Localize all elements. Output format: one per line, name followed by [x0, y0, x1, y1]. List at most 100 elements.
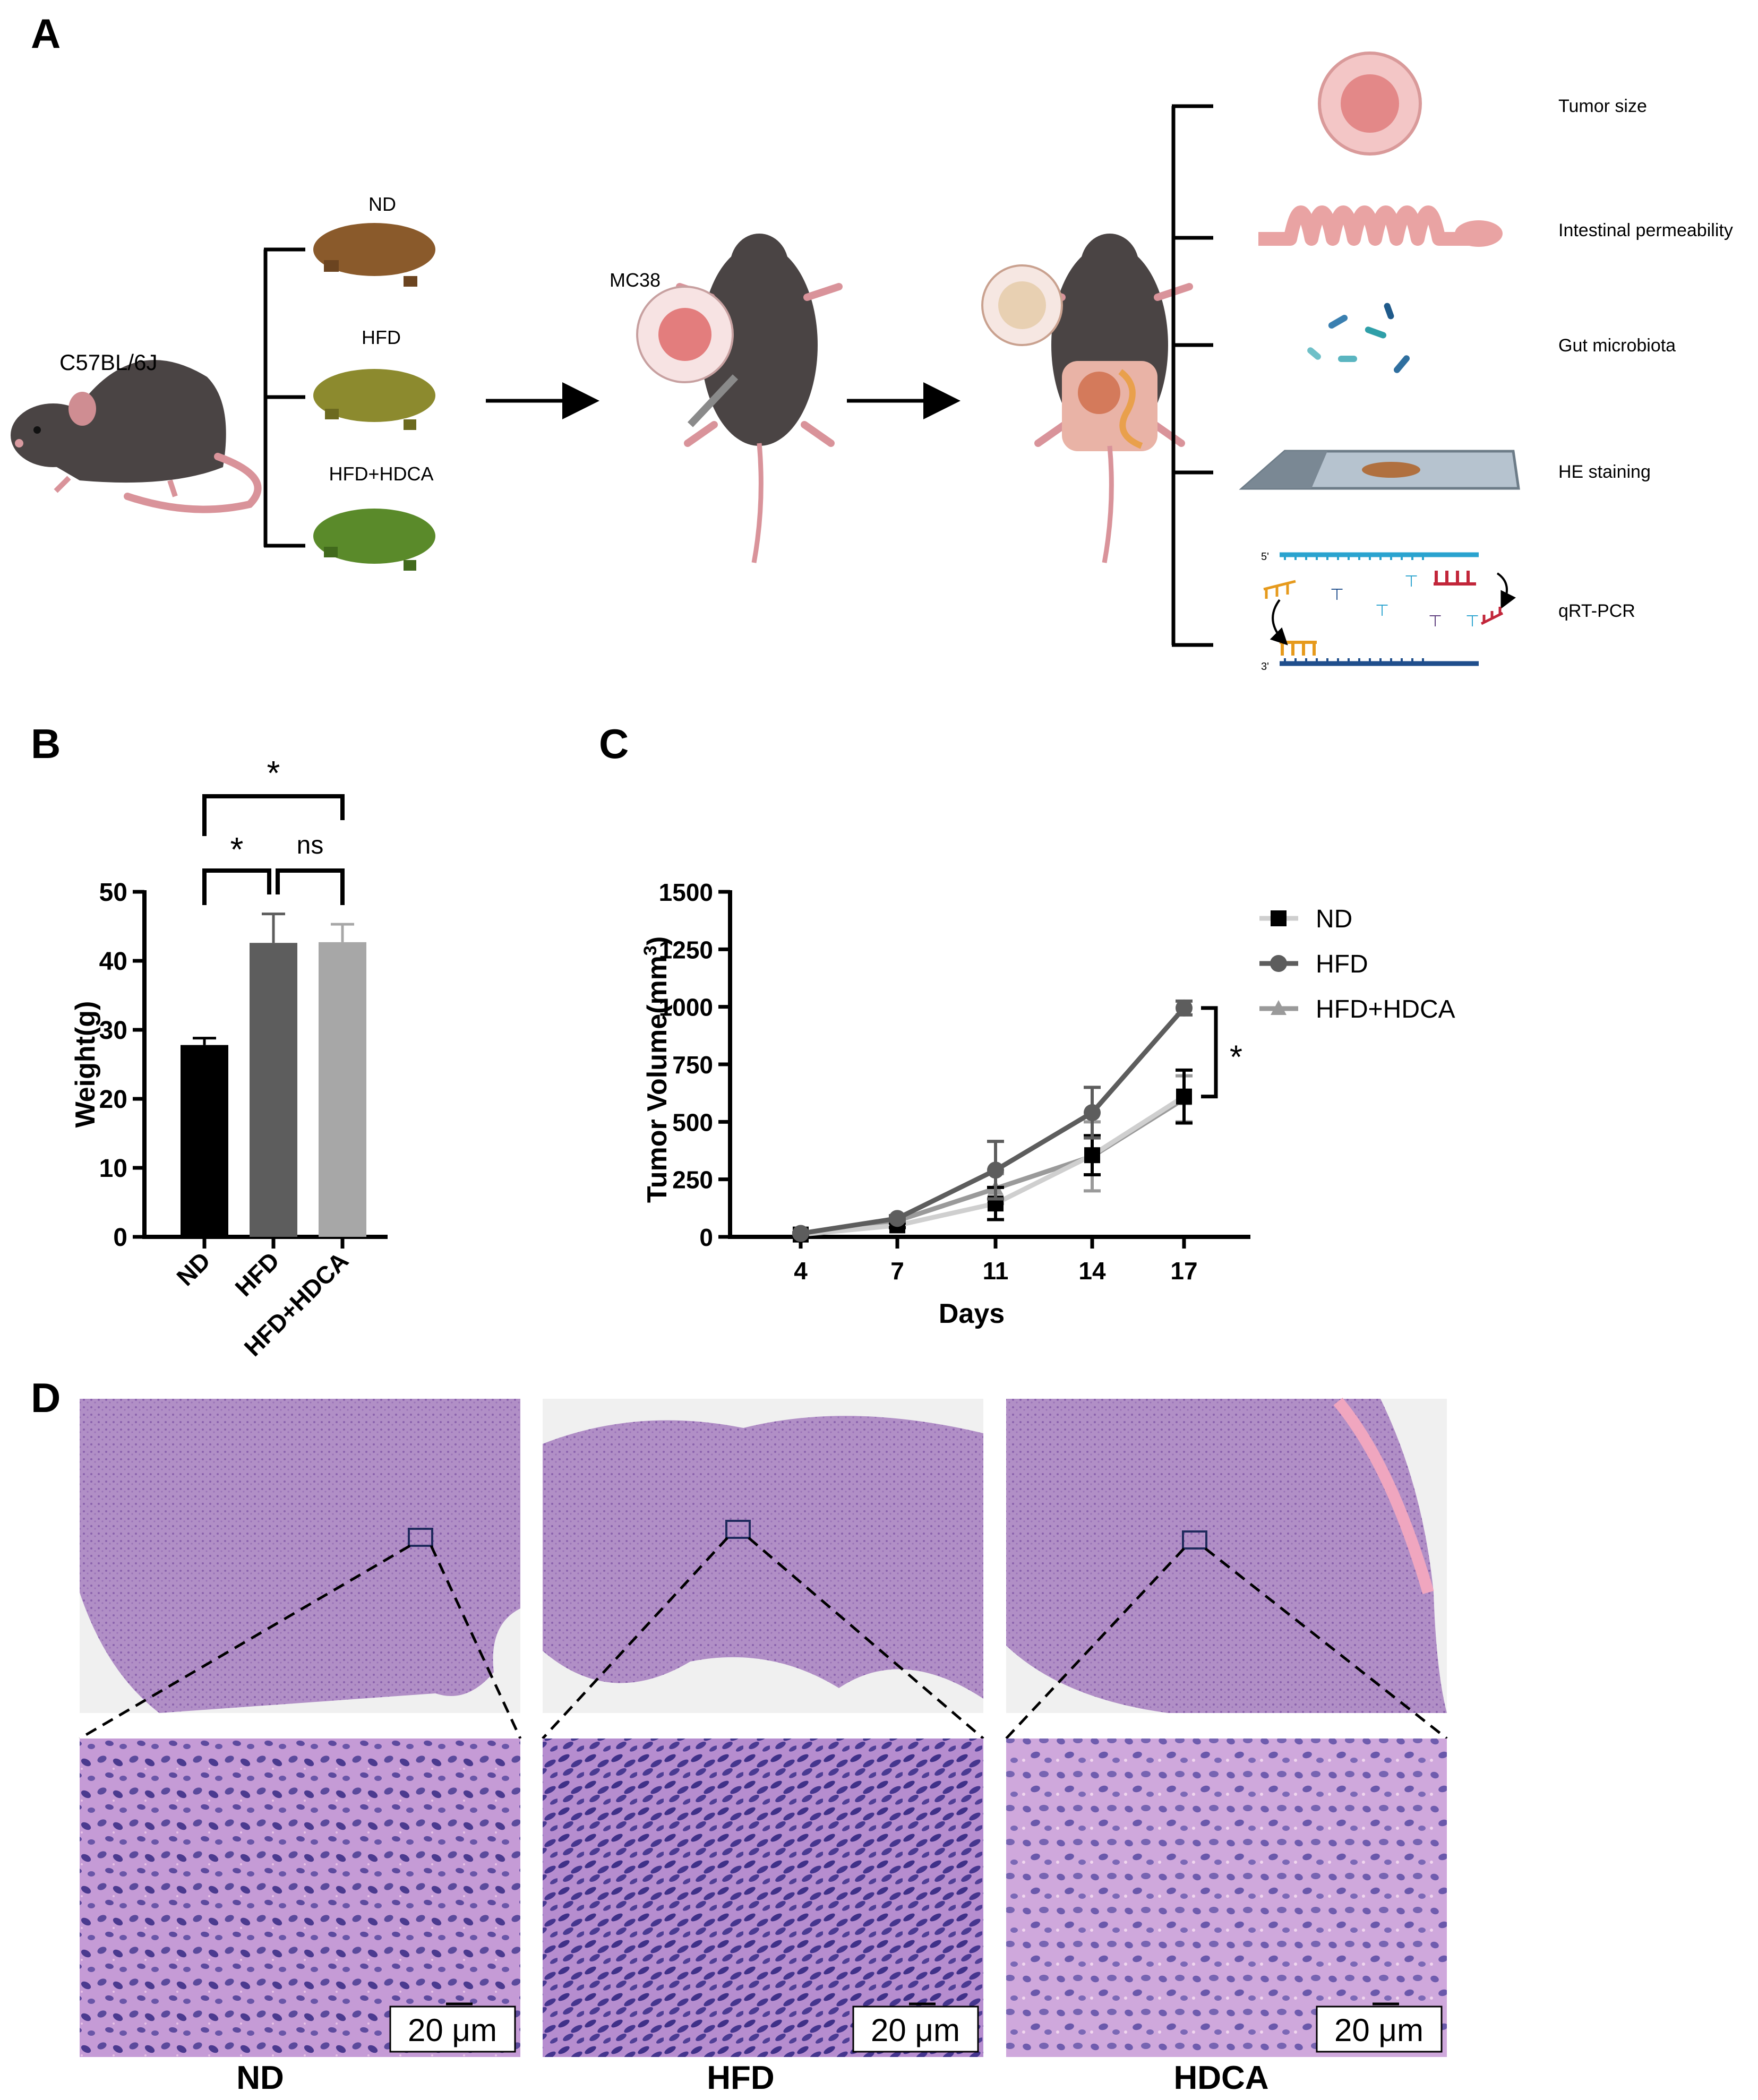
data-point-circle — [792, 1225, 809, 1242]
y-tick-label: 40 — [99, 948, 127, 976]
diet-label-hfd: HFD — [362, 326, 401, 348]
svg-text:⊤: ⊤ — [1330, 586, 1344, 604]
outcome-gut-microbiota: Gut microbiota — [1558, 335, 1676, 356]
x-tick-label: ND — [171, 1246, 216, 1291]
legend-marker-triangle — [1271, 1000, 1287, 1015]
significance-label: * — [1230, 1039, 1242, 1075]
y-tick-label: 50 — [99, 879, 127, 907]
x-axis-title: Days — [939, 1298, 1005, 1329]
x-tick-label: 17 — [1170, 1257, 1197, 1285]
y-tick-label: 10 — [99, 1155, 127, 1183]
y-tick-label: 750 — [672, 1051, 713, 1079]
panel-b-label: B — [31, 720, 61, 767]
svg-text:⊤: ⊤ — [1375, 601, 1389, 620]
dissected-mouse-icon — [981, 234, 1193, 563]
significance-bracket-1 — [202, 868, 271, 905]
data-point-square — [1084, 1147, 1100, 1164]
y-axis-title-main: Tumor Volume(mm — [642, 956, 673, 1203]
outcome-intestinal-permeability: Intestinal permeability — [1558, 220, 1733, 240]
svg-text:⊤: ⊤ — [1428, 612, 1442, 631]
he-label-hfd: HFD — [707, 2060, 774, 2096]
dna-icon: ⊤ ⊤ ⊤ ⊤ ⊤ — [1263, 552, 1516, 666]
legend-label: ND — [1316, 905, 1352, 933]
legend-label: HFD — [1316, 950, 1368, 978]
legend-marker-circle — [1270, 955, 1287, 972]
data-point-square — [1176, 1088, 1192, 1105]
panel-d-label: D — [31, 1374, 61, 1421]
scale-bar-hfd: 20 μm — [852, 2002, 979, 2053]
he-overview-nd — [80, 1399, 520, 1713]
significance-bracket-2 — [276, 868, 345, 905]
y-axis-title: Weight(g) — [70, 1001, 101, 1128]
y-tick-label: 0 — [699, 1224, 713, 1251]
x-tick-label: 4 — [794, 1257, 808, 1285]
scale-bar-nd: 20 μm — [389, 2002, 516, 2053]
y-axis-title-superscript: 3 — [640, 945, 661, 956]
outcome-tumor-size: Tumor size — [1558, 96, 1647, 116]
legend-marker-square — [1271, 910, 1287, 926]
y-tick-label: 250 — [672, 1166, 713, 1194]
panel-a-label: A — [31, 10, 61, 57]
outcome-bracket — [1171, 104, 1213, 647]
tumor-volume-line-chart: 0 250 500 750 1000 1250 1500 4 7 11 14 17 Days Tumor … — [640, 879, 1455, 1329]
y-tick-label: 20 — [99, 1086, 127, 1114]
outcome-qrt-pcr: qRT-PCR — [1558, 601, 1635, 621]
slide-icon — [1239, 450, 1520, 490]
y-tick-label: 1500 — [659, 879, 713, 906]
significance-label-2: ns — [297, 831, 324, 859]
y-tick-label: 1000 — [659, 994, 713, 1021]
cell-line-label: MC38 — [610, 269, 661, 291]
scale-bar-label-hfd: 20 μm — [871, 2012, 960, 2048]
data-point-circle — [987, 1161, 1004, 1179]
diet-label-nd: ND — [368, 193, 396, 215]
bar-1 — [250, 943, 297, 1237]
scale-bar-label-nd: 20 μm — [408, 2012, 497, 2048]
zoom-guide-lines — [79, 1537, 1448, 1740]
he-overview-hdca — [1006, 1397, 1447, 1713]
intestine-icon — [1258, 205, 1503, 247]
x-tick-label: HFD — [229, 1246, 285, 1302]
y-tick-label: 1250 — [659, 936, 713, 963]
injected-mouse-icon — [636, 234, 843, 563]
data-point-circle — [1084, 1104, 1101, 1121]
significance-bracket — [1201, 1006, 1218, 1099]
dna-five-prime-label: 5' — [1261, 551, 1269, 563]
bar-2 — [319, 942, 366, 1237]
svg-text:⊤: ⊤ — [1404, 572, 1418, 591]
tumor-icon — [1318, 51, 1422, 156]
y-tick-label: 30 — [99, 1017, 127, 1045]
he-overview-hfd — [543, 1399, 983, 1713]
x-tick-label: 14 — [1078, 1257, 1106, 1285]
y-axis-title: Tumor Volume(mm3) — [640, 936, 673, 1203]
outcome-he-staining: HE staining — [1558, 462, 1651, 482]
legend-label: HFD+HDCA — [1316, 995, 1455, 1023]
significance-label-1: * — [230, 830, 244, 868]
x-tick-label: 7 — [890, 1257, 904, 1285]
mouse-icon — [11, 360, 262, 513]
strain-label: C57BL/6J — [59, 350, 157, 375]
y-tick-label: 0 — [113, 1224, 127, 1252]
dna-three-prime-label: 3' — [1261, 661, 1269, 673]
significance-bracket-0 — [202, 794, 345, 836]
y-axis-title-close: ) — [642, 936, 673, 945]
diet-bracket — [263, 247, 305, 548]
significance-label-0: * — [267, 754, 280, 792]
y-tick-label: 500 — [672, 1108, 713, 1136]
panel-c-label: C — [599, 720, 629, 767]
data-point-circle — [1176, 999, 1193, 1017]
hfd-pellets-icon — [313, 369, 435, 430]
nd-pellets-icon — [313, 223, 435, 287]
bar-0 — [181, 1045, 228, 1237]
data-point-circle — [889, 1210, 906, 1227]
scale-bar-hdca: 20 μm — [1316, 2002, 1443, 2053]
svg-text:⊤: ⊤ — [1465, 612, 1479, 631]
diet-label-hfd-hdca: HFD+HDCA — [329, 463, 433, 485]
scale-bar-label-hdca: 20 μm — [1334, 2012, 1423, 2048]
x-tick-label: 11 — [983, 1257, 1009, 1285]
he-label-nd: ND — [236, 2060, 284, 2096]
he-label-hdca: HDCA — [1173, 2060, 1268, 2096]
microbiota-icon — [1307, 303, 1410, 373]
hdca-pellets-icon — [313, 509, 435, 571]
